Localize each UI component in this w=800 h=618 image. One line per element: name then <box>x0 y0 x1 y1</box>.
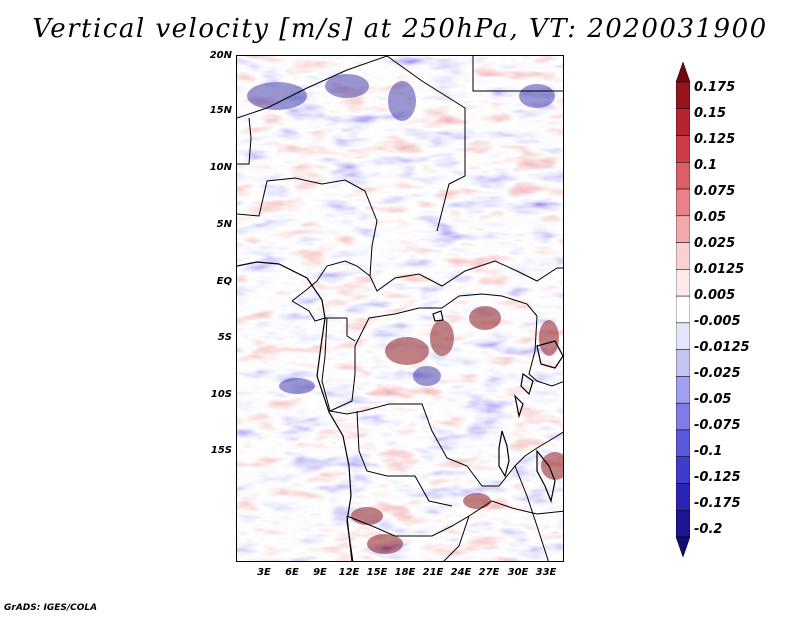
velocity-field-detail <box>237 56 563 561</box>
lat-label-15n: 15N <box>209 105 232 116</box>
lat-label-10n: 10N <box>209 162 232 173</box>
colorbar-swatch <box>676 269 690 297</box>
lon-label-30e: 30E <box>507 567 529 578</box>
colorbar-swatch <box>676 162 690 190</box>
grads-credit: GrADS: IGES/COLA <box>4 603 98 613</box>
colorbar-swatch <box>676 509 690 538</box>
lon-label-9e: 9E <box>313 567 327 578</box>
colorbar-swatch <box>676 376 690 404</box>
colorbar-swatch <box>676 215 690 243</box>
colorbar-swatch <box>676 188 690 217</box>
colorbar-label: -0.05 <box>694 392 732 407</box>
colorbar-label: 0.125 <box>694 132 736 147</box>
colorbar-label: -0.0125 <box>694 340 750 355</box>
strong-updraft-cells <box>351 306 563 554</box>
colorbar-label: 0.0125 <box>694 262 745 277</box>
lat-label-5s: 5S <box>217 332 232 343</box>
colorbar-min-triangle <box>676 536 690 557</box>
colorbar-label: 0.1 <box>694 158 718 173</box>
strong-downdraft-cells <box>247 74 555 394</box>
lat-label-eq: EQ <box>216 276 232 287</box>
colorbar-label: 0.05 <box>694 210 727 225</box>
lon-label-6e: 6E <box>285 567 299 578</box>
colorbar-label: -0.175 <box>694 496 741 511</box>
colorbar-label: -0.025 <box>694 366 741 381</box>
coastline-and-lakes <box>237 261 563 561</box>
lon-label-27e: 27E <box>478 567 500 578</box>
colorbar-label: 0.15 <box>694 106 727 121</box>
colorbar-label: 0.025 <box>694 236 736 251</box>
lat-label-20n: 20N <box>209 50 232 61</box>
lat-label-5n: 5N <box>216 219 232 230</box>
colorbar-swatch <box>676 456 690 484</box>
colorbar-swatch <box>676 322 690 350</box>
colorbar-swatch <box>676 135 690 163</box>
colorbar-label: -0.1 <box>694 444 723 459</box>
colorbar-label: 0.005 <box>694 288 736 303</box>
colorbar-label: 0.075 <box>694 184 736 199</box>
colorbar-label: -0.005 <box>694 314 741 329</box>
lat-label-15s: 15S <box>210 445 232 456</box>
colorbar-swatch <box>676 81 690 110</box>
lon-label-18e: 18E <box>394 567 416 578</box>
colorbar-swatch <box>676 349 690 377</box>
colorbar-label: -0.075 <box>694 418 741 433</box>
map-title: Vertical velocity [m/s] at 250hPa, VT: 2… <box>32 14 768 44</box>
colorbar-swatch <box>676 429 690 457</box>
colorbar-swatch <box>676 483 690 511</box>
lon-label-33e: 33E <box>535 567 557 578</box>
colorbar-label: 0.175 <box>694 80 736 95</box>
lon-label-15e: 15E <box>366 567 388 578</box>
lon-label-12e: 12E <box>338 567 360 578</box>
colorbar-swatch <box>676 402 690 431</box>
lat-label-10s: 10S <box>210 389 232 400</box>
lon-label-24e: 24E <box>450 567 472 578</box>
colorbar-max-triangle <box>676 62 690 83</box>
colorbar-swatch <box>676 108 690 136</box>
colorbar <box>676 62 690 557</box>
velocity-field-map <box>237 56 563 561</box>
lon-label-3e: 3E <box>257 567 271 578</box>
lon-label-21e: 21E <box>422 567 444 578</box>
colorbar-label: -0.2 <box>694 522 723 537</box>
colorbar-swatch <box>676 295 690 324</box>
colorbar-swatch <box>676 242 690 270</box>
colorbar-label: -0.125 <box>694 470 741 485</box>
map-plot-area <box>236 55 564 562</box>
